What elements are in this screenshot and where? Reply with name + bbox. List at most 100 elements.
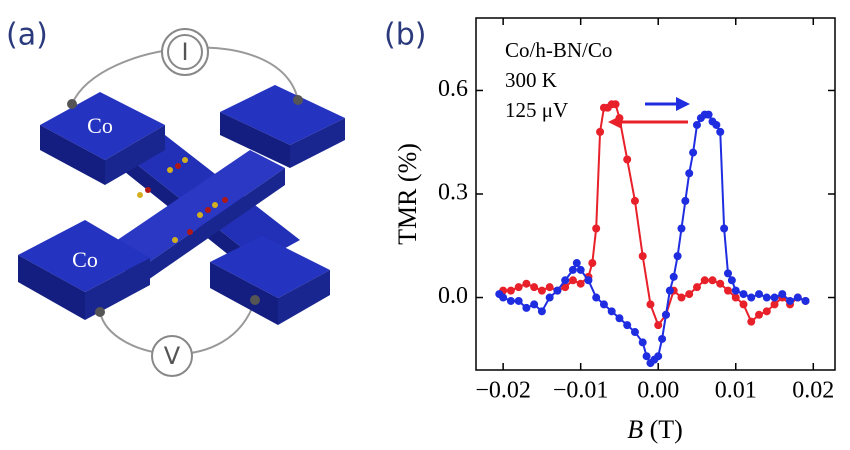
data-point: [553, 286, 562, 295]
atom: [197, 212, 203, 218]
atom: [172, 237, 178, 243]
data-point: [786, 296, 795, 305]
data-point: [677, 224, 686, 233]
electrode-bar-side: [145, 168, 285, 282]
data-point: [638, 252, 647, 261]
terminal: [67, 99, 77, 109]
data-point: [712, 120, 721, 129]
data-point: [568, 265, 577, 274]
data-point: [522, 303, 531, 312]
data-point: [630, 196, 639, 205]
meter-label: V: [164, 342, 181, 370]
y-tick-label: 0.3: [438, 180, 468, 206]
data-point: [623, 321, 632, 330]
data-point: [778, 290, 787, 299]
atom: [167, 167, 173, 173]
atom: [175, 163, 181, 169]
data-point: [704, 110, 713, 119]
contact-label: Co: [72, 247, 98, 272]
data-point: [661, 310, 670, 319]
data-point: [716, 279, 725, 288]
data-point: [677, 293, 686, 302]
annotation: 300 K: [505, 68, 557, 92]
data-point: [592, 224, 601, 233]
x-tick-label: −0.02: [475, 378, 531, 404]
data-point: [596, 127, 605, 136]
data-point: [499, 293, 508, 302]
data-point: [568, 276, 577, 285]
data-point: [638, 338, 647, 347]
data-point: [615, 314, 624, 323]
data-point: [692, 283, 701, 292]
x-tick-label: 0.00: [637, 378, 679, 404]
data-point: [654, 321, 663, 330]
data-point: [599, 103, 608, 112]
terminal: [293, 95, 303, 105]
x-axis-label: B (T): [627, 415, 683, 444]
contact-pad: [220, 85, 345, 145]
data-point: [720, 224, 729, 233]
contact-pad-side: [220, 112, 290, 168]
annotation: Co/h-BN/Co: [505, 38, 612, 62]
data-point: [723, 286, 732, 295]
data-point: [654, 352, 663, 361]
data-point: [685, 169, 694, 178]
atom: [137, 192, 143, 198]
y-tick-label: 0.6: [438, 76, 468, 102]
data-point: [642, 352, 651, 361]
data-point: [801, 296, 810, 305]
contact-pad-side: [18, 255, 85, 320]
meter: [151, 335, 193, 377]
data-point: [530, 300, 539, 309]
contact-pad-side: [278, 270, 330, 325]
data-point: [646, 300, 655, 309]
data-point: [522, 279, 531, 288]
data-point: [681, 196, 690, 205]
data-point: [514, 296, 523, 305]
data-point: [731, 293, 740, 302]
arrow-head: [676, 97, 690, 111]
x-tick-label: −0.01: [553, 378, 609, 404]
panel-label: (b): [384, 18, 426, 53]
data-point: [599, 300, 608, 309]
data-point: [545, 293, 554, 302]
data-point: [747, 293, 756, 302]
meter-inner: [167, 34, 203, 70]
data-point: [755, 310, 764, 319]
data-point: [700, 276, 709, 285]
series-line: [498, 113, 806, 365]
data-point: [592, 293, 601, 302]
data-point: [658, 334, 667, 343]
meter-label: I: [181, 38, 188, 66]
data-point: [770, 293, 779, 302]
terminal: [250, 295, 260, 305]
atom: [187, 229, 193, 235]
x-tick-label: 0.01: [715, 378, 757, 404]
data-point: [716, 127, 725, 136]
x-axis-unit: (T): [650, 415, 683, 444]
data-point: [770, 300, 779, 309]
data-point: [623, 155, 632, 164]
data-point: [584, 276, 593, 285]
panel-label: (a): [6, 18, 48, 53]
data-point: [673, 252, 682, 261]
x-tick-label: 0.02: [792, 378, 834, 404]
data-point: [739, 300, 748, 309]
data-point: [708, 276, 717, 285]
data-point: [607, 307, 616, 316]
hbn-atoms: [145, 163, 228, 235]
data-point: [537, 307, 546, 316]
data-point: [739, 290, 748, 299]
data-point: [506, 286, 515, 295]
data-point: [731, 286, 740, 295]
data-point: [762, 293, 771, 302]
data-point: [561, 276, 570, 285]
data-point: [615, 114, 624, 123]
data-point: [537, 286, 546, 295]
y-axis-label: TMR (%): [393, 143, 422, 245]
data-point: [545, 283, 554, 292]
data-point: [630, 328, 639, 337]
contact-pad-side: [290, 118, 345, 168]
data-point: [689, 148, 698, 157]
